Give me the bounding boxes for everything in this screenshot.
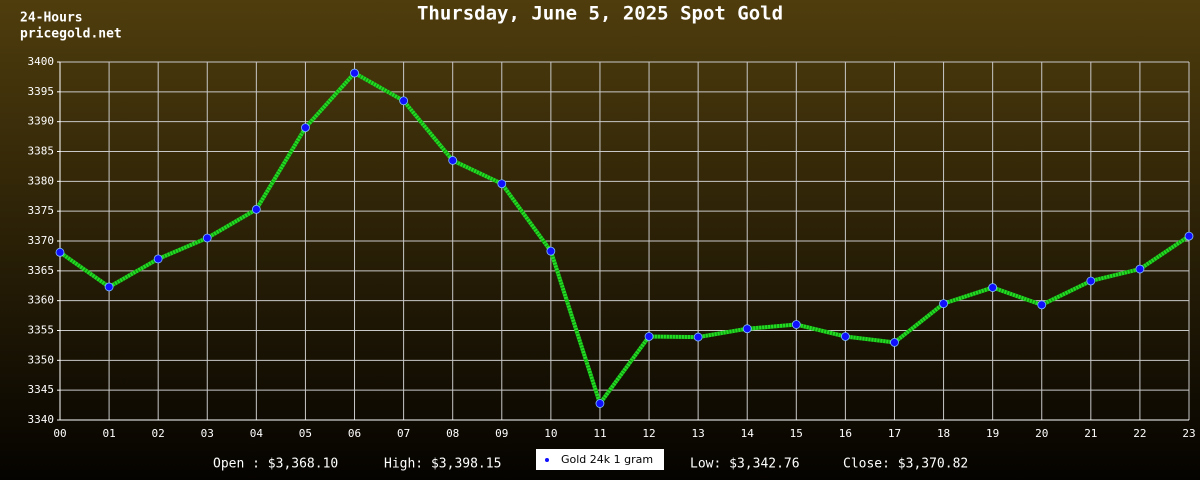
x-tick-label: 13 — [692, 427, 705, 440]
chart-title: Thursday, June 5, 2025 Spot Gold — [417, 3, 783, 25]
x-tick-label: 11 — [593, 427, 606, 440]
x-tick-label: 15 — [790, 427, 803, 440]
x-tick-label: 19 — [986, 427, 999, 440]
y-tick-label: 3350 — [28, 353, 55, 366]
x-tick-label: 00 — [53, 427, 66, 440]
y-tick-label: 3400 — [28, 55, 55, 68]
x-tick-label: 14 — [741, 427, 755, 440]
legend-box — [536, 449, 664, 470]
data-point — [202, 233, 212, 243]
data-point — [693, 332, 703, 342]
y-tick-label: 3340 — [28, 413, 55, 426]
data-point — [939, 299, 948, 309]
data-point — [399, 96, 409, 106]
data-point — [546, 246, 556, 256]
x-tick-label: 21 — [1084, 427, 1097, 440]
period-label: 24-Hours — [20, 11, 83, 26]
x-tick-label: 22 — [1133, 427, 1146, 440]
data-point — [890, 338, 899, 347]
data-point — [251, 204, 261, 214]
y-tick-label: 3365 — [28, 264, 55, 277]
data-point — [104, 282, 114, 292]
data-point — [644, 332, 654, 341]
y-tick-label: 3395 — [28, 85, 55, 98]
legend-marker — [545, 458, 549, 462]
x-tick-label: 06 — [348, 427, 361, 440]
y-tick-label: 3355 — [28, 324, 55, 337]
data-point — [497, 179, 507, 189]
data-point — [840, 332, 850, 341]
data-point — [791, 320, 801, 329]
high-stat: High: $3,398.15 — [384, 457, 501, 472]
data-point — [55, 247, 65, 257]
x-tick-label: 08 — [446, 427, 459, 440]
x-tick-label: 09 — [495, 427, 508, 440]
data-point — [1086, 276, 1096, 286]
x-tick-label: 03 — [201, 427, 214, 440]
data-point — [988, 283, 998, 292]
y-tick-label: 3385 — [28, 145, 55, 158]
y-tick-label: 3390 — [28, 115, 55, 128]
x-tick-label: 16 — [839, 427, 852, 440]
x-tick-label: 07 — [397, 427, 410, 440]
data-point — [1037, 300, 1047, 310]
data-point — [742, 324, 752, 334]
x-tick-label: 18 — [937, 427, 950, 440]
data-point — [350, 68, 359, 78]
source-label: pricegold.net — [20, 27, 122, 42]
x-tick-label: 02 — [152, 427, 165, 440]
y-tick-label: 3360 — [28, 294, 55, 307]
x-tick-label: 10 — [544, 427, 557, 440]
x-tick-label: 04 — [250, 427, 264, 440]
open-stat: Open : $3,368.10 — [213, 457, 338, 472]
y-tick-label: 3375 — [28, 204, 55, 217]
legend-label: Gold 24k 1 gram — [561, 453, 653, 466]
y-tick-label: 3345 — [28, 383, 55, 396]
data-point — [153, 254, 163, 264]
data-point — [448, 156, 458, 165]
data-point — [595, 399, 605, 408]
x-tick-label: 05 — [299, 427, 312, 440]
low-stat: Low: $3,342.76 — [690, 457, 800, 472]
y-tick-label: 3370 — [28, 234, 55, 247]
x-tick-label: 01 — [102, 427, 115, 440]
series-line-texture — [58, 70, 1191, 408]
x-tick-label: 12 — [642, 427, 655, 440]
close-stat: Close: $3,370.82 — [843, 457, 968, 472]
x-tick-label: 17 — [888, 427, 901, 440]
data-point — [1135, 264, 1145, 274]
y-tick-label: 3380 — [28, 174, 55, 187]
x-tick-label: 23 — [1182, 427, 1195, 440]
data-point — [301, 123, 310, 133]
data-point — [1184, 231, 1194, 241]
x-tick-label: 20 — [1035, 427, 1048, 440]
